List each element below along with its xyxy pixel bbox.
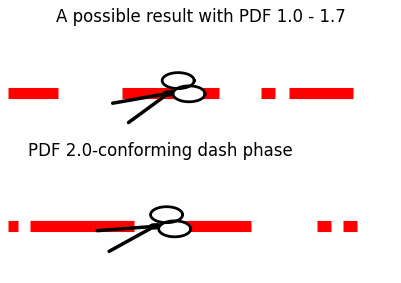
- Polygon shape: [149, 224, 160, 229]
- Polygon shape: [151, 207, 182, 223]
- Text: PDF 2.0-conforming dash phase: PDF 2.0-conforming dash phase: [28, 142, 293, 160]
- Polygon shape: [163, 91, 174, 96]
- Polygon shape: [159, 221, 191, 237]
- Polygon shape: [162, 73, 194, 89]
- Text: A possible result with PDF 1.0 - 1.7: A possible result with PDF 1.0 - 1.7: [56, 8, 345, 27]
- Polygon shape: [173, 86, 205, 102]
